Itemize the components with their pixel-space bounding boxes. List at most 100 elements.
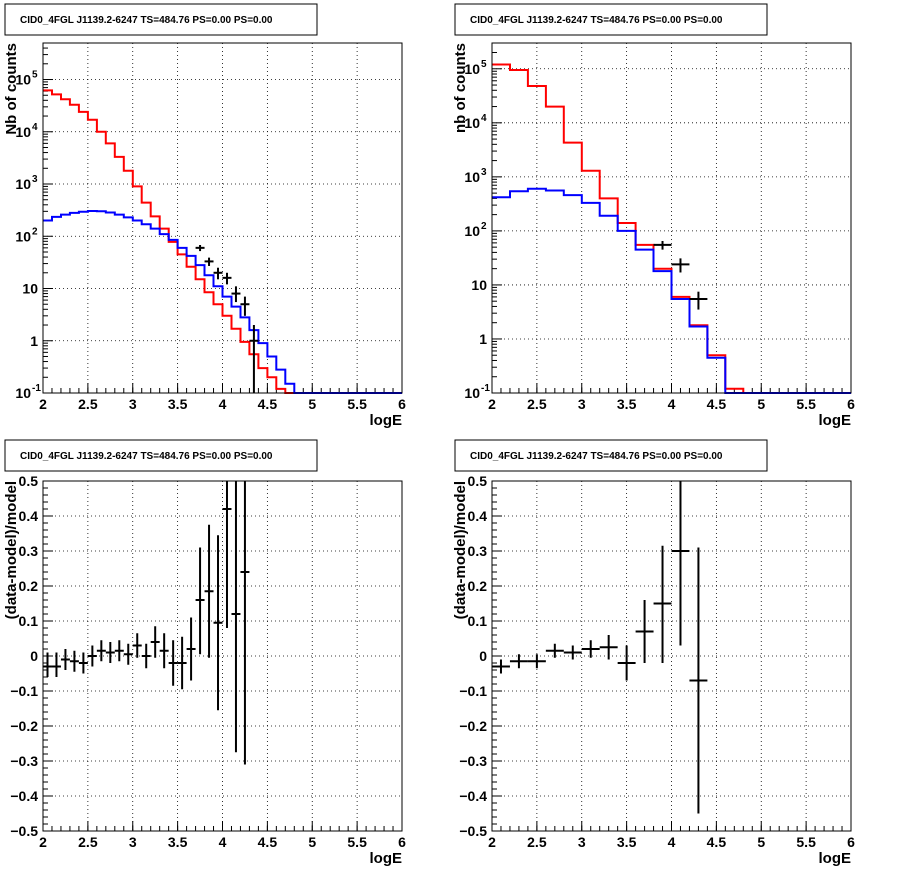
data-point (240, 481, 250, 765)
data-point (635, 600, 654, 663)
data-point (231, 481, 241, 753)
data-point (689, 547, 708, 814)
y-tick-label: 10 (15, 124, 31, 140)
y-tick-exponent: 5 (481, 59, 487, 70)
plot-frame (491, 480, 852, 832)
x-tick-label: 6 (398, 396, 406, 412)
x-axis-title: logE (370, 412, 403, 429)
x-axis-title: logE (819, 850, 852, 867)
x-tick-label: 3.5 (617, 396, 637, 412)
data-point (653, 241, 672, 250)
data-point (249, 325, 259, 393)
plot-frame (42, 480, 403, 832)
data-point (87, 645, 97, 667)
x-tick-label: 6 (398, 834, 406, 850)
chart-title: CID0_4FGL J1139.2-6247 TS=484.76 PS=0.00… (20, 15, 273, 26)
x-tick-label: 4 (668, 396, 676, 412)
x-tick-label: 3.5 (168, 834, 188, 850)
x-tick-label: 3 (578, 834, 586, 850)
y-tick-label: 10 (22, 281, 38, 297)
y-tick-label: −0.5 (459, 823, 487, 839)
data-point (204, 257, 214, 266)
y-tick-label: 0.5 (19, 473, 39, 489)
y-tick-label: 1 (479, 331, 487, 347)
x-tick-label: 4.5 (258, 834, 278, 850)
data-point (545, 643, 564, 658)
data-point (69, 650, 79, 672)
data-point (492, 659, 510, 674)
y-tick-label: −0.4 (459, 788, 487, 804)
x-tick-label: 2.5 (527, 834, 547, 850)
title-box (454, 3, 768, 36)
chart-panel-2: CID0_4FGL J1139.2-6247 TS=484.76 PS=0.00… (452, 3, 855, 429)
y-tick-label: 0.3 (468, 543, 488, 559)
data-point (195, 547, 205, 655)
x-tick-label: 2.5 (78, 834, 98, 850)
y-tick-label: 10 (471, 277, 487, 293)
y-tick-label: 10 (15, 72, 31, 88)
x-tick-label: 6 (847, 396, 855, 412)
y-tick-exponent: 4 (32, 122, 38, 133)
data-point (617, 645, 636, 681)
y-axis-title: nb of counts (452, 43, 469, 133)
x-tick-label: 3 (129, 834, 137, 850)
x-tick-label: 2 (39, 396, 47, 412)
data-point (43, 652, 52, 677)
y-axis-title: (data-model)/model (3, 481, 20, 619)
data-point (186, 617, 196, 681)
x-tick-label: 4 (219, 834, 227, 850)
title-box (454, 439, 768, 472)
y-tick-label: −0.3 (10, 753, 38, 769)
y-tick-exponent: 5 (32, 70, 38, 81)
y-tick-label: −0.2 (10, 718, 38, 734)
x-tick-label: 5 (757, 396, 765, 412)
data-point (527, 654, 546, 669)
x-axis-title: logE (819, 412, 852, 429)
x-tick-label: 4 (219, 396, 227, 412)
data-point (105, 642, 115, 663)
y-tick-label: 0.4 (468, 508, 488, 524)
data-point (159, 633, 169, 669)
data-point (168, 640, 178, 686)
y-tick-label: 0.1 (19, 613, 39, 629)
y-tick-label: 10 (464, 61, 480, 77)
y-tick-label: 0.4 (19, 508, 39, 524)
y-tick-label: 0 (30, 648, 38, 664)
y-axis-title: Nb of counts (3, 43, 20, 135)
x-tick-label: 3 (129, 396, 137, 412)
chart-panel-3: CID0_4FGL J1139.2-6247 TS=484.76 PS=0.00… (3, 439, 406, 867)
data-point (671, 481, 690, 646)
x-tick-label: 3.5 (168, 396, 188, 412)
data-point (195, 245, 205, 252)
x-tick-label: 5.5 (347, 834, 367, 850)
x-tick-label: 5.5 (796, 396, 816, 412)
data-point (563, 645, 582, 660)
y-tick-label: −0.1 (10, 683, 38, 699)
data-point (213, 535, 223, 711)
y-tick-label: 10 (464, 385, 480, 401)
y-tick-label: 10 (15, 385, 31, 401)
x-axis-title: logE (370, 850, 403, 867)
y-tick-label: −0.5 (10, 823, 38, 839)
y-tick-label: 10 (15, 176, 31, 192)
chart-title: CID0_4FGL J1139.2-6247 TS=484.76 PS=0.00… (20, 451, 273, 462)
x-tick-label: 5 (308, 834, 316, 850)
data-point (222, 272, 232, 285)
data-point (231, 286, 241, 303)
data-point (204, 524, 214, 658)
y-tick-exponent: 2 (32, 226, 38, 237)
x-tick-label: 2 (39, 834, 47, 850)
x-tick-label: 4.5 (707, 396, 727, 412)
x-tick-label: 2.5 (78, 396, 98, 412)
data-point (581, 640, 600, 658)
data-point (150, 626, 160, 658)
x-tick-label: 4.5 (707, 834, 727, 850)
y-tick-exponent: 4 (481, 113, 487, 124)
data-point (509, 654, 528, 669)
title-box (4, 3, 318, 36)
y-tick-label: 10 (464, 223, 480, 239)
data-point (671, 258, 690, 273)
data-point (599, 635, 618, 660)
x-tick-label: 4.5 (258, 396, 278, 412)
x-tick-label: 4 (668, 834, 676, 850)
